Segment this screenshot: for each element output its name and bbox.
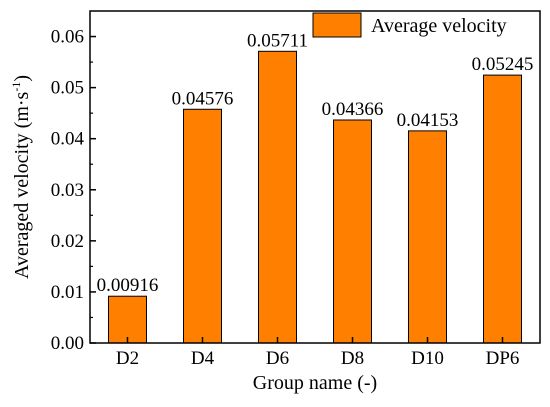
y-tick-label: 0.03 — [51, 180, 84, 201]
y-axis-title-superscript: -1 — [9, 82, 23, 92]
bars-group — [108, 50, 522, 344]
bar-d8 — [333, 119, 372, 344]
y-tick-label: 0.02 — [51, 231, 84, 252]
legend-label: Average velocity — [371, 15, 507, 37]
y-tick-label: 0.01 — [51, 282, 84, 303]
bar-d6 — [258, 50, 297, 344]
x-tick-label-d4: D4 — [191, 348, 215, 369]
bar-d4 — [183, 108, 222, 344]
bar-d2 — [108, 295, 147, 344]
x-tick-label-d2: D2 — [116, 348, 139, 369]
x-axis-title: Group name (-) — [253, 372, 377, 394]
y-tick-label: 0.00 — [51, 333, 84, 354]
legend-swatch — [312, 12, 362, 38]
y-axis-title-close: ) — [11, 75, 33, 82]
y-tick-label: 0.04 — [51, 129, 85, 150]
y-axis-title-main: Averaged velocity (m·s — [11, 91, 33, 279]
legend: Average velocity — [312, 12, 507, 38]
y-tick-label: 0.05 — [51, 78, 84, 99]
bar-dp6 — [483, 74, 522, 344]
bar-d10 — [408, 130, 447, 344]
data-label-d10: 0.04153 — [397, 110, 459, 131]
x-tick-label-d6: D6 — [266, 348, 289, 369]
data-label-d2: 0.00916 — [97, 275, 159, 296]
data-label-dp6: 0.05245 — [472, 54, 534, 75]
x-axis-ticks: D2 D4 D6 D8 D10 DP6 — [116, 337, 520, 369]
x-tick-label-dp6: DP6 — [486, 348, 520, 369]
x-tick-label-d8: D8 — [341, 348, 364, 369]
x-tick-label-d10: D10 — [411, 348, 444, 369]
data-label-d8: 0.04366 — [322, 99, 384, 120]
data-labels-group: 0.00916 0.04576 0.05711 0.04366 0.04153 0.052… — [97, 30, 534, 296]
data-label-d4: 0.04576 — [172, 88, 234, 109]
y-axis-ticks: 0.00 0.01 0.02 0.03 0.04 0.05 0.06 — [51, 27, 96, 354]
data-label-d6: 0.05711 — [247, 30, 308, 51]
y-tick-label: 0.06 — [51, 27, 84, 48]
y-axis-title: Averaged velocity (m·s-1) — [9, 75, 33, 279]
plot-frame — [89, 10, 541, 344]
